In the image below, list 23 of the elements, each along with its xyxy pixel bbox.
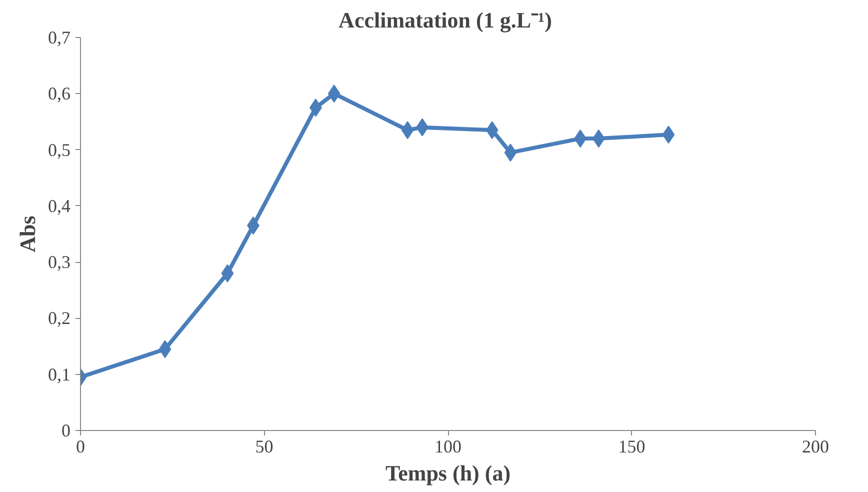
y-tick-label: 0 xyxy=(62,420,70,440)
x-axis-title: Temps (h) (a) xyxy=(385,460,511,486)
point xyxy=(486,121,498,140)
point xyxy=(158,340,172,358)
y-tick-label: 0,7 xyxy=(48,28,70,48)
point xyxy=(662,126,675,144)
point xyxy=(328,84,340,103)
y-tick-label: 0,2 xyxy=(48,308,70,328)
x-tick-label: 0 xyxy=(76,436,85,456)
y-tick-label: 0,3 xyxy=(48,252,70,272)
x-tick-label: 100 xyxy=(434,436,462,456)
point xyxy=(221,264,234,282)
point xyxy=(504,144,517,162)
chart-title: Acclimatation (1 g.L⁻¹) xyxy=(338,8,552,32)
y-axis-title: Abs xyxy=(15,215,40,252)
y-tick-label: 0,5 xyxy=(48,140,70,160)
x-tick-label: 200 xyxy=(802,436,829,456)
y-tick-label: 0,4 xyxy=(48,196,70,216)
point xyxy=(401,121,414,140)
y-tick-label: 0,6 xyxy=(48,84,70,104)
x-tick-label: 150 xyxy=(618,436,646,456)
x-tick-label: 50 xyxy=(255,436,274,456)
y-tick-label: 0,1 xyxy=(48,364,70,384)
